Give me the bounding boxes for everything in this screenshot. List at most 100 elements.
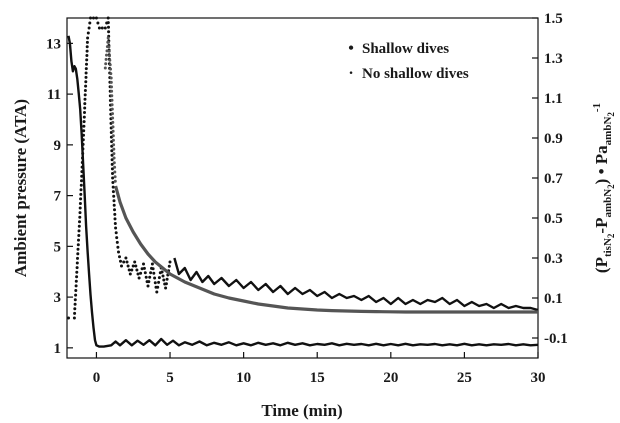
series-shallow-dives-point <box>111 172 114 175</box>
series-shallow-dives-point <box>146 284 150 288</box>
right-y-axis-title-part: ambN <box>602 117 614 146</box>
series-no-shallow-dives-point <box>110 103 114 107</box>
right-y-tick-label: 1.5 <box>544 11 563 27</box>
right-y-tick-label: 1.1 <box>544 91 563 107</box>
series-shallow-dives-point <box>81 152 85 155</box>
series-no-shallow-dives-point <box>109 72 113 76</box>
series-shallow-dives-point <box>148 275 152 279</box>
series-no-shallow-dives-point <box>112 143 116 147</box>
left-y-tick-label: 3 <box>54 290 62 306</box>
x-axis-title: Time (min) <box>261 401 342 420</box>
series-no-shallow-dives-point <box>110 89 114 93</box>
series-shallow-dives-point <box>76 247 80 251</box>
series-shallow-dives-point <box>144 275 148 279</box>
series-shallow-dives-point <box>143 271 147 275</box>
x-tick-label: 25 <box>457 370 472 386</box>
series-shallow-dives-point <box>84 71 88 75</box>
series-shallow-dives-point <box>73 302 77 306</box>
series-shallow-dives-point <box>113 217 117 221</box>
series-shallow-dives-point <box>160 270 164 274</box>
series-shallow-dives-point <box>112 199 116 203</box>
series-shallow-dives-point <box>80 174 84 178</box>
left-y-tick-label: 13 <box>46 36 61 52</box>
left-y-tick-label: 7 <box>54 189 62 205</box>
x-tick-label: 10 <box>236 370 251 386</box>
series-shallow-dives-point <box>156 285 160 289</box>
series-shallow-dives-point <box>75 261 79 265</box>
series-shallow-dives-point <box>86 36 90 40</box>
right-y-axis-title-part: 2 <box>606 233 616 238</box>
series-shallow-dives-point <box>97 26 101 30</box>
right-y-tick-label: 0.9 <box>544 131 563 147</box>
x-axis-ticks: 0 5 10 15 20 25 30 <box>93 352 546 386</box>
series-shallow-dives-point <box>84 67 88 71</box>
series-shallow-dives-point <box>103 26 107 30</box>
series-shallow-dives-point <box>74 279 78 283</box>
series-shallow-dives-point <box>140 267 144 271</box>
series-no-shallow-dives-point <box>110 94 114 98</box>
series-shallow-dives-point <box>77 234 81 237</box>
series-shallow-dives-point <box>83 93 87 97</box>
series-shallow-dives-point <box>155 290 159 294</box>
series-shallow-dives-point <box>80 161 84 164</box>
series-no-shallow-dives-point <box>111 138 115 142</box>
series-shallow-dives-point <box>82 120 86 124</box>
right-y-axis-title-part: (P <box>592 257 611 273</box>
series-shallow-dives-point <box>81 142 85 146</box>
series-shallow-dives-point <box>117 250 120 254</box>
legend-marker-shallow: • <box>348 40 354 57</box>
series-no-shallow-dives-point <box>112 161 116 165</box>
series-shallow-dives-point <box>168 260 172 264</box>
series-shallow-dives-point <box>157 280 161 284</box>
series-shallow-dives-point <box>136 272 140 276</box>
series-shallow-dives-point <box>107 30 111 34</box>
series-shallow-dives-point <box>157 276 161 280</box>
series-shallow-dives-point <box>84 84 88 88</box>
series-shallow-dives-point <box>81 156 84 160</box>
series-shallow-dives-point <box>86 31 90 35</box>
right-y-axis-title-part: ) • Pa <box>592 145 611 184</box>
series-shallow-dives-point <box>78 206 82 210</box>
series-shallow-dives-point <box>80 165 84 169</box>
left-y-axis-title: Ambient pressure (ATA) <box>11 99 30 277</box>
series-no-shallow-dives-point <box>111 116 115 120</box>
series-no-shallow-dives-point <box>113 170 117 174</box>
series-no-shallow-dives-point <box>109 80 113 84</box>
series-shallow-dives-point <box>81 147 85 151</box>
series-shallow-dives-point <box>135 268 139 272</box>
series-shallow-dives-point <box>113 222 117 225</box>
series-shallow-dives-point <box>85 54 89 57</box>
series-shallow-dives-point <box>107 25 110 29</box>
legend: • Shallow dives · No shallow dives <box>348 40 469 82</box>
series-shallow-dives-point <box>161 274 165 278</box>
series-shallow-dives-point <box>137 276 141 280</box>
series-shallow-dives-point <box>79 183 83 187</box>
series-shallow-dives-point <box>142 262 145 266</box>
right-y-tick-label: 0.3 <box>544 251 563 267</box>
series-shallow-dives-point <box>79 192 83 196</box>
series-no-shallow-dives-point <box>108 54 111 58</box>
left-y-tick-label: 9 <box>54 138 62 154</box>
series-shallow-dives-point <box>134 264 138 268</box>
series-no-shallow-dives-point <box>109 67 112 71</box>
series-shallow-dives-point <box>164 282 168 286</box>
left-y-tick-label: 11 <box>47 87 61 103</box>
series-shallow-dives-point <box>96 21 100 25</box>
series-no-shallow-dives-point <box>110 98 114 102</box>
series-shallow-dives-point <box>111 176 115 180</box>
series-no-shallow-dives-point <box>107 40 110 44</box>
series-shallow-dives-point <box>130 268 134 272</box>
series-shallow-dives-point <box>147 280 151 284</box>
series-shallow-dives-point <box>83 111 86 114</box>
right-y-tick-label: 0.7 <box>544 171 563 187</box>
series-shallow-dives-point <box>77 238 80 242</box>
right-y-axis-title: (PtisN2-PambN2) • PaambN2-1 <box>591 103 616 273</box>
right-y-axis-title-part: 2 <box>606 112 616 117</box>
series-no-shallow-dives-point <box>104 62 108 66</box>
series-shallow-dives-point <box>74 289 78 292</box>
series-shallow-dives-point <box>78 202 82 205</box>
right-y-axis-title-part: -1 <box>591 103 603 112</box>
series-shallow-dives-point <box>151 267 155 271</box>
series-no-shallow-dives-point <box>109 76 113 80</box>
series-shallow-dives-point <box>75 266 79 270</box>
